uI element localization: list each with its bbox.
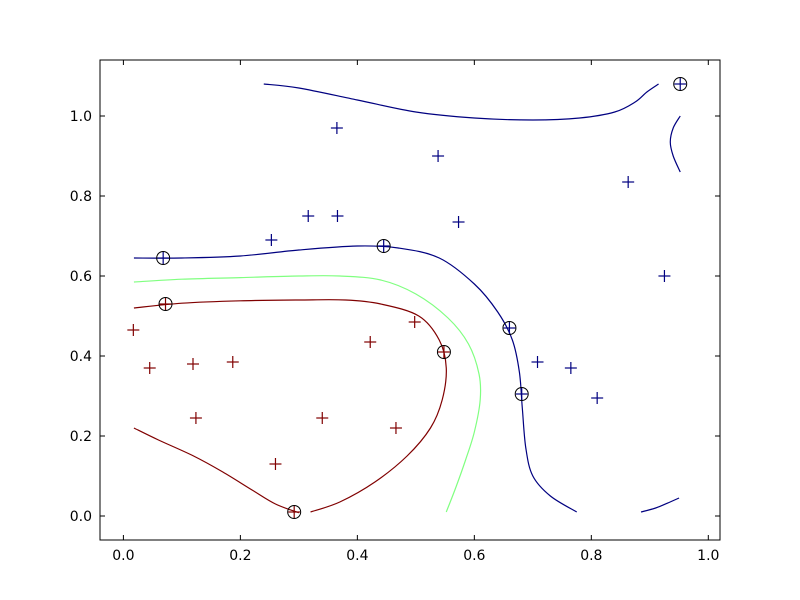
x-tick-label: 0.6	[463, 548, 485, 564]
y-tick-label: 0.4	[70, 349, 92, 365]
contour-line-3	[640, 497, 680, 513]
data-point-plus	[531, 356, 544, 368]
support-vector-circle	[514, 387, 529, 401]
contour-line-5	[133, 299, 447, 513]
data-point-plus	[159, 298, 172, 310]
y-tick-label: 0.0	[70, 509, 92, 525]
contour-line-6	[133, 427, 300, 514]
data-point-plus	[432, 150, 445, 162]
data-point-plus	[364, 336, 377, 348]
contour-line-0	[263, 83, 659, 121]
data-point-plus	[503, 322, 516, 334]
data-point-plus	[330, 122, 343, 134]
data-point-plus	[302, 210, 315, 222]
support-vector-circle	[156, 251, 171, 265]
y-tick-label: 1.0	[70, 109, 92, 125]
axis-tick-labels: 0.0 0.2 0.4 0.6 0.8 1.0 0.0 0.2 0.4 0.6 0.8 1.0	[70, 109, 720, 564]
data-points	[127, 77, 688, 519]
data-point-plus	[127, 324, 140, 336]
contour-line-1	[669, 115, 681, 173]
data-point-plus	[658, 270, 671, 282]
support-vector-circle	[436, 345, 451, 359]
data-point-plus	[515, 388, 528, 400]
data-point-plus	[265, 234, 278, 246]
data-point-plus	[622, 176, 635, 188]
data-point-plus	[143, 362, 156, 374]
decision-contours	[133, 83, 681, 514]
data-point-plus	[674, 78, 687, 90]
support-vector-circle	[158, 297, 173, 311]
data-point-plus	[187, 358, 199, 370]
data-point-plus	[389, 422, 402, 434]
y-tick-label: 0.2	[70, 429, 92, 445]
data-point-plus	[316, 412, 329, 424]
contour-line-4	[133, 275, 482, 513]
data-point-plus	[408, 316, 421, 328]
data-point-plus	[452, 216, 465, 228]
data-point-plus	[331, 210, 344, 222]
support-vector-circle	[673, 77, 688, 91]
contour-line-2	[133, 245, 578, 513]
support-vector-circle	[502, 321, 517, 335]
plot-frame	[99, 59, 721, 541]
support-vector-circle	[376, 239, 391, 253]
x-tick-label: 0.2	[229, 548, 251, 564]
data-point-plus	[189, 412, 202, 424]
data-point-plus	[226, 356, 239, 368]
x-tick-label: 0.8	[580, 548, 602, 564]
data-point-plus	[157, 252, 170, 264]
x-tick-label: 0.0	[112, 548, 134, 564]
x-tick-label: 1.0	[697, 548, 719, 564]
data-point-plus	[269, 458, 282, 470]
x-tick-label: 0.4	[346, 548, 368, 564]
data-point-plus	[288, 506, 301, 518]
y-tick-label: 0.6	[70, 269, 92, 285]
data-point-plus	[377, 240, 390, 252]
support-vector-circle	[287, 505, 302, 519]
y-tick-label: 0.8	[70, 189, 92, 205]
data-point-plus	[437, 346, 450, 358]
axis-ticks	[100, 60, 720, 540]
data-point-plus	[591, 392, 604, 404]
data-point-plus	[564, 362, 577, 374]
